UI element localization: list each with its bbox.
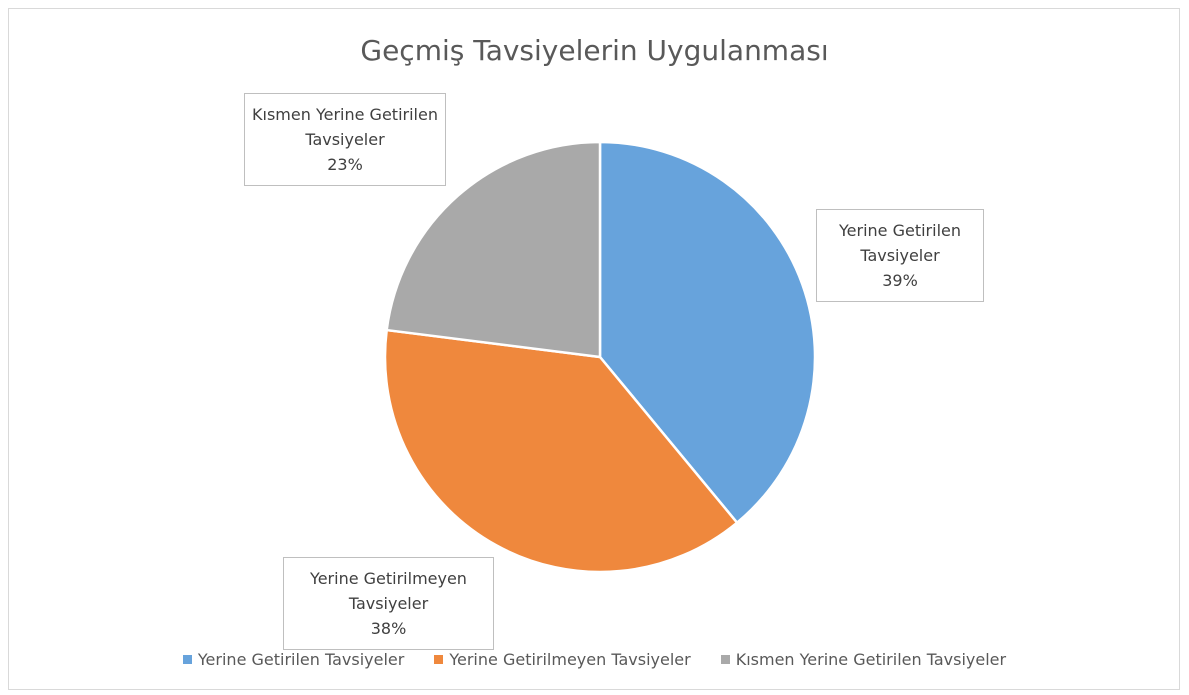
- legend-swatch: [720, 655, 730, 664]
- legend: Yerine Getirilen Tavsiyeler Yerine Getiri…: [0, 650, 1189, 669]
- legend-label: Yerine Getirilmeyen Tavsiyeler: [449, 650, 691, 669]
- data-label-value: 38%: [370, 619, 407, 638]
- legend-item: Yerine Getirilmeyen Tavsiyeler: [434, 650, 691, 669]
- legend-swatch: [434, 655, 444, 664]
- data-label: Yerine Getirilen Tavsiyeler 39%: [816, 209, 984, 302]
- legend-label: Yerine Getirilen Tavsiyeler: [197, 650, 405, 669]
- legend-label: Kısmen Yerine Getirilen Tavsiyeler: [735, 650, 1007, 669]
- legend-item: Kısmen Yerine Getirilen Tavsiyeler: [720, 650, 1007, 669]
- data-label-value: 23%: [327, 155, 363, 174]
- pie-slice: [598, 140, 817, 525]
- pie-slice: [385, 140, 602, 359]
- data-label-category: Yerine Getirilmeyen Tavsiyeler: [310, 569, 467, 613]
- legend-item: Yerine Getirilen Tavsiyeler: [182, 650, 405, 669]
- chart-title: Geçmiş Tavsiyelerin Uygulanması: [360, 34, 829, 67]
- legend-swatch: [182, 655, 192, 664]
- data-label-value: 39%: [882, 271, 918, 290]
- chart-frame: [8, 8, 1180, 690]
- data-label: Yerine Getirilmeyen Tavsiyeler 38%: [283, 557, 494, 650]
- data-label-category: Yerine Getirilen Tavsiyeler: [839, 221, 961, 265]
- data-label: Kısmen Yerine Getirilen Tavsiyeler 23%: [244, 93, 446, 186]
- data-label-category: Kısmen Yerine Getirilen Tavsiyeler: [252, 105, 438, 149]
- pie-slice: [383, 328, 739, 574]
